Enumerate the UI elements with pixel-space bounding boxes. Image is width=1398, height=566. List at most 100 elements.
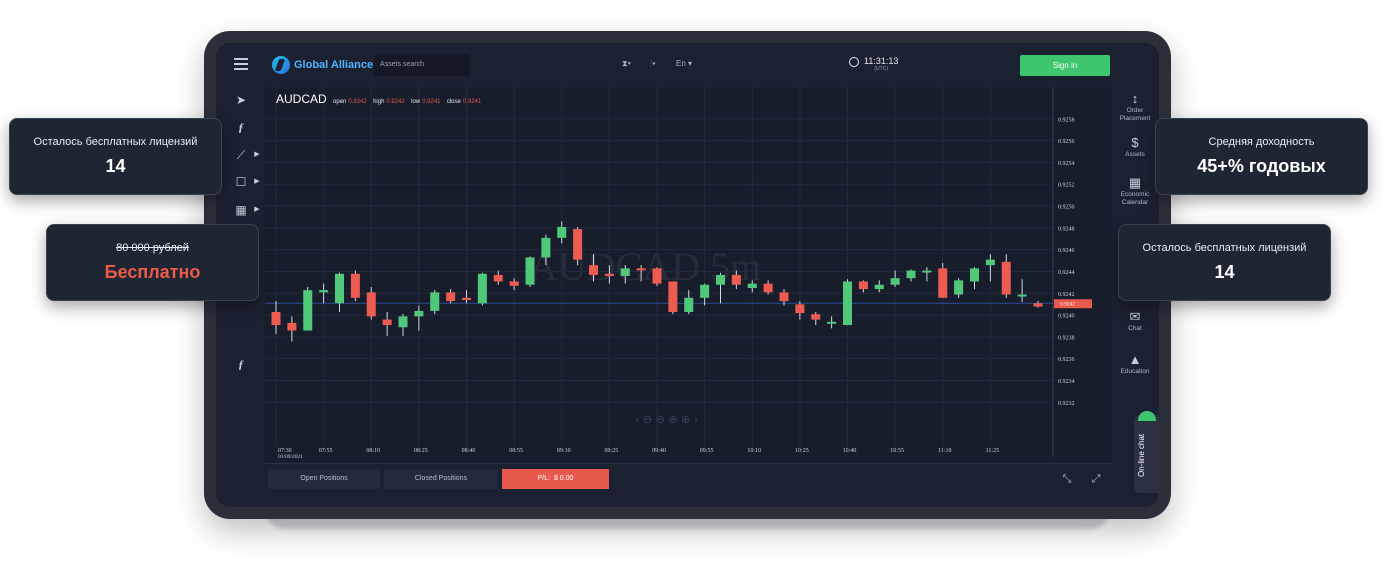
candle-down [1033,303,1043,307]
x-tick-label: 11:10 [938,448,951,454]
calendar-icon: ▦ [1128,175,1142,190]
old-price: 80 000 рублей [116,242,189,254]
order-placement-label: Order Placement [1119,107,1151,122]
candle-up [843,281,852,326]
grid-icon[interactable]: ▦ [235,203,247,217]
x-tick-label: 08:55 [509,448,523,454]
card-value: 14 [105,156,126,176]
chat-icon: ✉ [1129,309,1141,324]
candle-up [716,274,725,285]
current-price-tag [1054,299,1092,309]
education-label: Education [1120,368,1150,375]
formula-icon[interactable]: ƒ [238,357,244,371]
assets-button[interactable]: $ Assets [1111,135,1159,159]
language-dropdown[interactable]: En ▾ [676,59,693,68]
chevron-right-icon[interactable]: ▶ [254,178,260,185]
expand-icon[interactable]: ⤢ [1091,473,1101,485]
x-tick-label: 10:40 [843,448,857,454]
y-tick-label: 0.9250 [1058,205,1075,211]
candle-down [811,314,821,320]
positions-bar: Open Positions Closed Positions P/L: $ 0… [265,463,1111,494]
open-positions-tab[interactable]: Open Positions [268,469,380,489]
clock-icon [849,57,859,67]
candle-down [446,292,456,302]
candle-down [652,268,662,284]
indicator-icon[interactable]: ƒ [238,120,244,134]
language-label: En [676,59,686,68]
candle-up [1017,294,1027,297]
x-tick-label: 10:55 [890,448,904,454]
brand-logo[interactable]: Global Alliance [272,56,373,74]
y-tick-label: 0.9254 [1058,161,1075,167]
candlestick-svg[interactable]: 0.9258 0.9256 0.9254 0.9252 0.9250 0.9248 0.92… [265,87,1111,462]
online-chat-button[interactable]: On-line chat [1134,411,1159,493]
pl-label: P/L: [537,475,551,482]
candle-up [970,268,979,282]
date-label: 01/09/2021 [278,454,303,460]
y-tick-label: 0.9256 [1058,139,1075,145]
candle-down [462,297,471,300]
y-tick-label: 0.9236 [1058,357,1075,363]
chat-button[interactable]: ✉ Chat [1111,309,1159,333]
candle-up [414,310,424,317]
candle-up [890,278,900,285]
chat-label: Chat [1128,325,1142,332]
price-chart[interactable]: AUDCAD 5m 0.9258 0.9256 0.9254 0.9252 0.9250… [265,87,1111,462]
chevron-right-icon[interactable]: ▶ [254,206,260,213]
candle-up [906,270,916,279]
candle-up [525,257,535,285]
pointer-icon[interactable]: ➤ [235,93,247,107]
symbol-name: AUDCAD [276,92,327,106]
chart-type-dropdown[interactable]: ⫶▾ [650,59,656,68]
candle-down [382,319,392,326]
candle-up [954,280,964,295]
candle-up [747,283,757,288]
card-title: Осталось бесплатных лицензий [33,136,198,148]
rectangle-icon[interactable]: ☐ [235,175,247,189]
top-bar: Global Alliance Assets search ⧗▾ ⫶▾ En ▾… [216,43,1159,87]
candle-down [731,274,741,285]
x-tick-label: 11:25 [986,448,999,454]
trendline-icon[interactable]: ⟋ [236,148,246,162]
education-button[interactable]: ▲ Education [1111,352,1159,376]
order-placement-button[interactable]: ↕ Order Placement [1111,91,1159,123]
open-label: open [333,99,347,105]
closed-positions-tab[interactable]: Closed Positions [384,469,498,489]
economic-calendar-button[interactable]: ▦ Economic Calendar [1111,175,1159,207]
x-tick-label: 10:25 [795,448,809,454]
x-tick-label: 07:55 [319,448,333,454]
online-indicator [1138,411,1156,421]
y-tick-label: 0.9238 [1058,335,1075,341]
low-label: low [411,99,421,105]
chevron-right-icon[interactable]: ▶ [254,151,260,158]
economic-calendar-label: Economic Calendar [1120,191,1150,206]
candle-down [493,274,503,282]
x-tick-label: 08:10 [366,448,380,454]
menu-icon[interactable] [234,58,248,70]
y-tick-label: 0.9234 [1058,379,1075,385]
candle-down [795,304,805,314]
current-price-label: 0.9242 [1060,301,1075,307]
x-tick-label: 09:10 [557,448,571,454]
candle-up [684,297,694,312]
assets-search-input[interactable]: Assets search [374,54,470,76]
y-tick-label: 0.9248 [1058,226,1075,232]
free-licenses-card-left: Осталось бесплатных лицензий 14 [9,118,222,195]
x-tick-label: 07:30 [278,448,292,454]
candle-up [985,259,995,266]
free-price: Бесплатно [104,262,201,282]
collapse-icon[interactable]: ⤡ [1062,473,1072,485]
pl-value: $ 0.00 [553,475,574,482]
price-card: 80 000 рублей Бесплатно [46,224,259,301]
candle-up [620,268,630,276]
candle-up [430,292,440,311]
hourglass-dropdown[interactable]: ⧗▾ [622,59,631,68]
card-title: Средняя доходность [1208,136,1315,148]
y-tick-label: 0.9258 [1058,117,1075,123]
candle-down [287,322,297,331]
y-tick-label: 0.9246 [1058,248,1075,254]
candle-down [509,281,519,286]
candle-down [938,268,948,298]
candle-down [779,292,789,302]
sign-in-button[interactable]: Sign in [1020,55,1110,76]
